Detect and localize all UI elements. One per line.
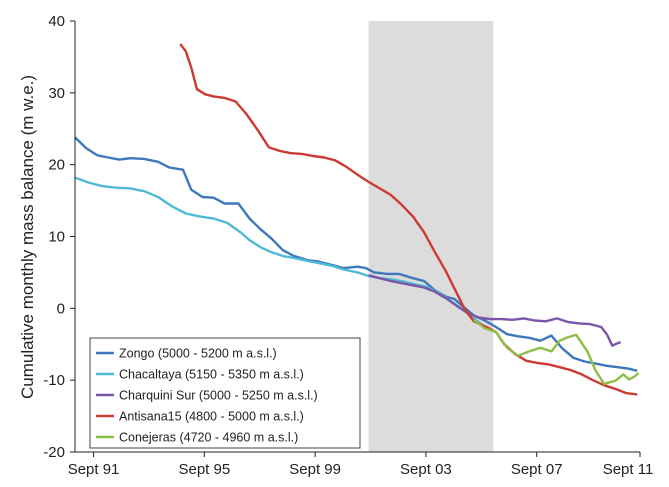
legend-box [89, 337, 361, 449]
legend-label: Antisana15 (4800 - 5000 m a.s.l.) [119, 410, 304, 424]
y-tick-label: 10 [48, 229, 65, 246]
series-line-0 [74, 136, 638, 372]
series-layer [74, 43, 640, 396]
x-tick-label: Sept 91 [68, 461, 120, 478]
x-tick-label: Sept 03 [400, 461, 452, 478]
legend-label: Zongo (5000 - 5200 m a.s.l.) [119, 347, 277, 361]
x-tick-label: Sept 07 [511, 461, 563, 478]
series-line-3 [179, 43, 638, 396]
shaded-period [368, 21, 494, 452]
series-line-1 [74, 176, 483, 326]
y-tick-label: -10 [43, 372, 65, 389]
y-tick-label: 20 [48, 157, 65, 174]
series-line-4 [473, 318, 640, 385]
x-tick-label: Sept 95 [178, 461, 230, 478]
legend-label: Chacaltaya (5150 - 5350 m a.s.l.) [119, 368, 304, 382]
legend-label: Conejeras (4720 - 4960 m a.s.l.) [119, 431, 298, 445]
legend-label: Charquini Sur (5000 - 5250 m a.s.l.) [119, 389, 318, 403]
x-tick-label: Sept 11 [603, 461, 654, 478]
y-tick-label: 30 [48, 85, 65, 102]
series-line-2 [368, 274, 622, 347]
y-tick-label: -20 [43, 444, 65, 461]
y-tick-label: 40 [48, 13, 65, 30]
legend: Zongo (5000 - 5200 m a.s.l.) Chacaltaya (… [89, 337, 361, 449]
y-axis-label: Cumulative monthly mass balance (m w.e.) [18, 75, 37, 399]
y-tick-label: 0 [57, 300, 65, 317]
x-tick-label: Sept 99 [289, 461, 341, 478]
